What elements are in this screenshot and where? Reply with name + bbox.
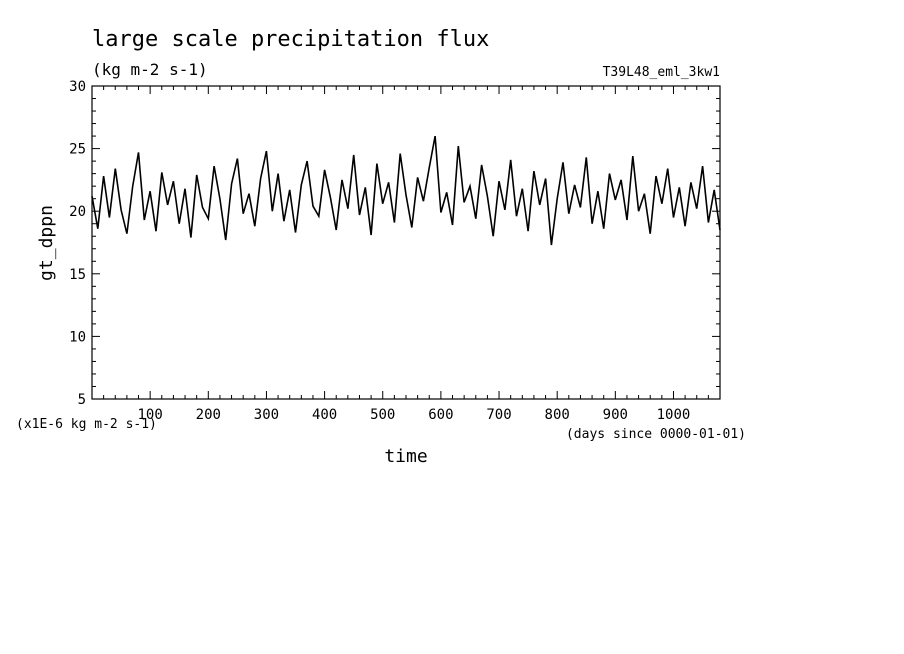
x-tick-label: 200 <box>196 407 221 423</box>
chart-title: large scale precipitation flux <box>92 27 489 52</box>
x-tick-label: 800 <box>545 407 570 423</box>
series-layer <box>91 135 721 246</box>
x-tick-label: 900 <box>603 407 628 423</box>
series-line <box>91 135 721 246</box>
x-tick-label: 300 <box>254 407 279 423</box>
y-tick-label: 5 <box>78 392 86 408</box>
plot-frame <box>91 85 721 400</box>
y-tick-label: 30 <box>69 79 86 95</box>
y-tick-label: 15 <box>69 267 86 283</box>
y-axis-label: gt_dppn <box>36 205 57 281</box>
x-tick-label: 1000 <box>657 407 691 423</box>
x-axis-label: time <box>384 446 427 467</box>
y-scale-note: (x1E-6 kg m-2 s-1) <box>16 417 157 432</box>
axis-ticks: 100 200 300 400 500 600 700 800 900 1000 5 10 15 20 25… <box>69 79 720 423</box>
y-tick-label: 25 <box>69 142 86 158</box>
x-units-label: (days since 0000-01-01) <box>566 427 746 442</box>
run-label: T39L48_eml_3kw1 <box>603 65 720 80</box>
x-tick-label: 100 <box>137 407 162 423</box>
x-tick-label: 700 <box>486 407 511 423</box>
y-tick-label: 20 <box>69 204 86 220</box>
x-tick-label: 500 <box>370 407 395 423</box>
chart-subtitle: (kg m-2 s-1) <box>92 60 208 79</box>
x-tick-label: 600 <box>428 407 453 423</box>
y-tick-label: 10 <box>69 329 86 345</box>
x-tick-label: 400 <box>312 407 337 423</box>
